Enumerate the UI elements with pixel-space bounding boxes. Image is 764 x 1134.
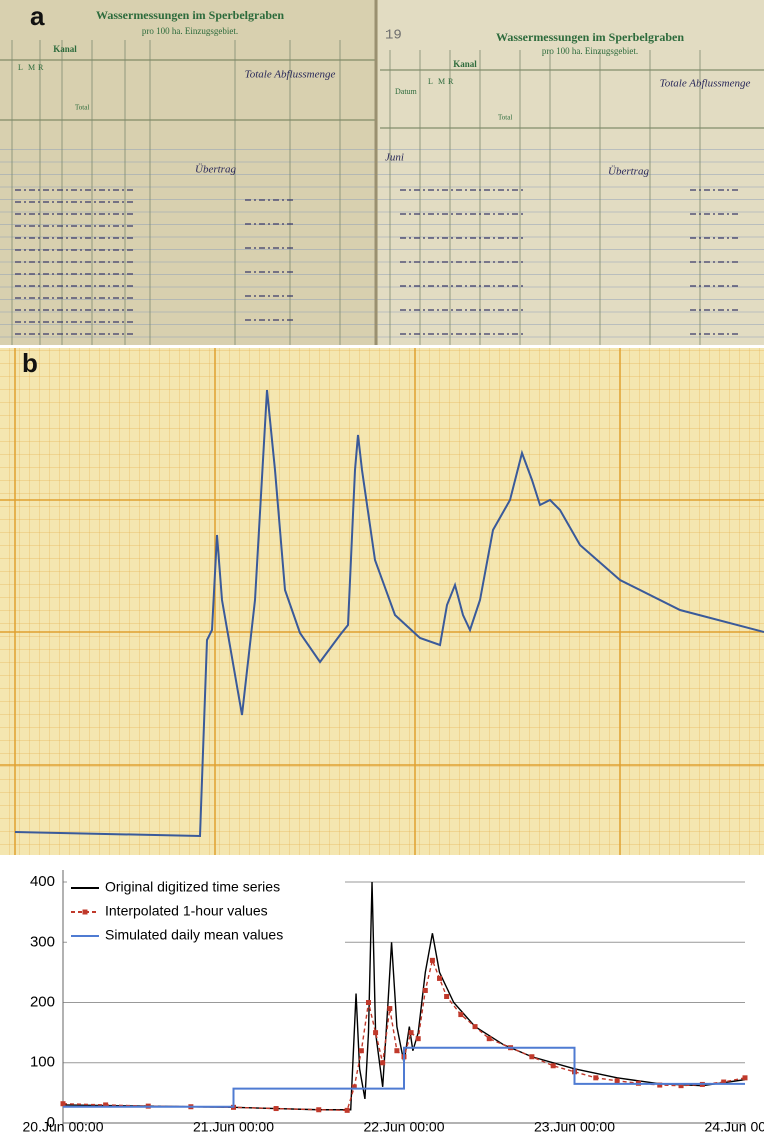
data-point [458, 1012, 464, 1018]
x-tick-label: 24.Jun 00:00 [705, 1119, 764, 1134]
column-header: L [428, 77, 433, 86]
data-point [394, 1048, 400, 1054]
data-point [721, 1079, 727, 1085]
x-tick-label: 22.Jun 00:00 [364, 1119, 445, 1134]
column-header: M [438, 77, 445, 86]
legend-label: Interpolated 1-hour values [105, 903, 268, 919]
column-header: Total [75, 104, 89, 112]
legend-marker [82, 909, 88, 915]
table-columns [11, 40, 701, 345]
data-point [444, 994, 450, 999]
ledger-title: Wassermessungen im Sperbelgraben [96, 8, 284, 22]
data-point [60, 1101, 66, 1107]
data-point [273, 1106, 279, 1112]
data-point [415, 1036, 421, 1042]
handwritten-note: Juni [385, 152, 404, 164]
column-header: R [38, 63, 44, 72]
data-point [344, 1107, 350, 1113]
ledger-subtitle: pro 100 ha. Einzugsgebiet. [542, 46, 638, 56]
handwritten-note: Übertrag [195, 164, 236, 176]
minor-grid [0, 348, 764, 855]
column-header: Kanal [453, 59, 477, 69]
data-point [408, 1030, 414, 1036]
data-point [657, 1082, 663, 1088]
data-point [316, 1107, 322, 1113]
handwritten-entries [15, 189, 740, 335]
data-point [422, 987, 428, 993]
data-point [387, 1006, 393, 1012]
data-point [486, 1036, 492, 1042]
ledger-subtitle: pro 100 ha. Einzugsgebiet. [142, 26, 238, 36]
column-header: Datum [395, 87, 418, 96]
data-point [550, 1063, 556, 1069]
y-tick-label: 400 [30, 873, 55, 890]
legend-label: Original digitized time series [105, 879, 280, 895]
data-point [380, 1060, 386, 1066]
x-tick-label: 23.Jun 00:00 [534, 1119, 615, 1134]
handwritten-note: Totale Abflussmenge [660, 78, 751, 90]
handwritten-note: Übertrag [608, 166, 649, 178]
data-point [103, 1102, 109, 1108]
ruled-rows [0, 140, 764, 345]
major-grid [0, 348, 764, 855]
table-rules [0, 59, 764, 129]
y-tick-label: 0 [47, 1114, 55, 1131]
ledger-title: Wassermessungen im Sperbelgraben [496, 30, 684, 44]
data-point [742, 1075, 748, 1081]
data-point [365, 1000, 371, 1006]
column-header: M [28, 63, 35, 72]
recorder-trace [14, 389, 764, 838]
year: 19 [385, 28, 402, 44]
data-point [351, 1084, 357, 1090]
data-point [429, 957, 435, 963]
data-point [614, 1078, 620, 1084]
column-header: L [18, 63, 23, 72]
data-point [472, 1024, 478, 1030]
recorder-chart-photo: b [0, 348, 764, 855]
legend-label: Simulated daily mean values [105, 927, 283, 943]
y-tick-label: 100 [30, 1054, 55, 1071]
data-point [678, 1083, 684, 1089]
panel-label: b [22, 348, 38, 378]
legend: Original digitized time series Interpolat… [67, 876, 345, 952]
x-tick-label: 20.Jun 00:00 [23, 1119, 104, 1134]
column-header: R [448, 77, 454, 86]
column-header: Total [498, 114, 512, 122]
x-tick-label: 21.Jun 00:00 [193, 1119, 274, 1134]
series-line [63, 1046, 745, 1108]
y-tick-label: 200 [30, 993, 55, 1010]
handwritten-note: Totale Abflussmenge [245, 69, 336, 81]
legend-box [67, 876, 345, 952]
data-point [529, 1054, 535, 1060]
data-point [437, 975, 443, 981]
y-tick-label: 300 [30, 933, 55, 950]
panel-label: a [30, 1, 45, 31]
column-header: Kanal [53, 44, 77, 54]
ledger-photo: a Wassermessungen im Sperbelgraben pro 1… [0, 0, 764, 345]
data-point [373, 1030, 379, 1036]
data-point [593, 1075, 599, 1081]
data-point [358, 1048, 364, 1054]
